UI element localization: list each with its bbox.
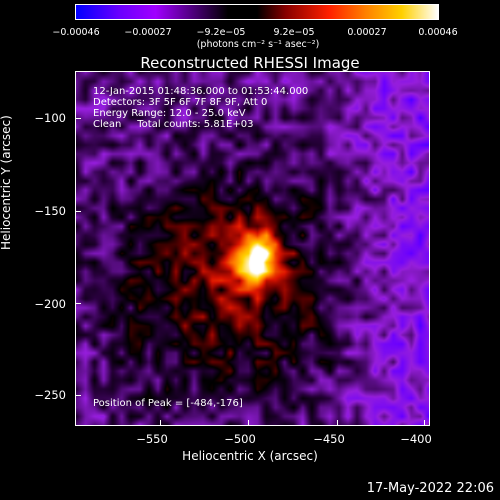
- x-tick-mark: [424, 420, 425, 426]
- colorbar-tick: 0.00046: [418, 27, 458, 38]
- y-tick-mark: [75, 211, 81, 212]
- colorbar-units: (photons cm⁻² s⁻¹ asec⁻²): [196, 39, 320, 50]
- image-plot: [75, 71, 430, 426]
- x-tick-mark: [160, 420, 161, 426]
- x-tick-label: −450: [313, 432, 345, 446]
- info-energy-range: Energy Range: 12.0 - 25.0 keV: [93, 108, 246, 119]
- x-tick-label: −550: [136, 432, 168, 446]
- colorbar-tick: 9.2e−05: [273, 27, 315, 38]
- y-tick-label: −200: [34, 297, 66, 311]
- x-axis-label: Heliocentric X (arcsec): [182, 449, 318, 463]
- x-tick-mark: [248, 420, 249, 426]
- colorbar: [75, 4, 439, 20]
- colorbar-tick: 0.00027: [347, 27, 387, 38]
- y-tick-label: −150: [34, 204, 66, 218]
- y-tick-mark: [75, 395, 81, 396]
- info-time-range: 12-Jan-2015 01:48:36.000 to 01:53:44.000: [93, 86, 309, 97]
- y-tick-mark: [75, 303, 81, 304]
- y-tick-mark: [75, 118, 81, 119]
- peak-position: Position of Peak = [-484,-176]: [93, 398, 243, 409]
- x-tick-label: −400: [400, 432, 432, 446]
- colorbar-tick: −0.00027: [124, 27, 172, 38]
- x-tick-mark: [337, 420, 338, 426]
- info-detectors: Detectors: 3F 5F 6F 7F 8F 9F, Att 0: [93, 97, 268, 108]
- colorbar-tick: −0.00046: [52, 27, 100, 38]
- info-clean-counts: Clean Total counts: 5.81E+03: [93, 119, 254, 130]
- image-title: Reconstructed RHESSI Image: [140, 54, 360, 72]
- rhessi-heatmap: [76, 72, 429, 425]
- x-tick-label: −500: [224, 432, 256, 446]
- colorbar-tick: −9.2e−05: [196, 27, 246, 38]
- y-tick-label: −250: [34, 388, 66, 402]
- y-tick-label: −100: [34, 111, 66, 125]
- y-axis-label: Heliocentric Y (arcsec): [0, 115, 13, 250]
- plot-timestamp: 17-May-2022 22:06: [366, 481, 494, 496]
